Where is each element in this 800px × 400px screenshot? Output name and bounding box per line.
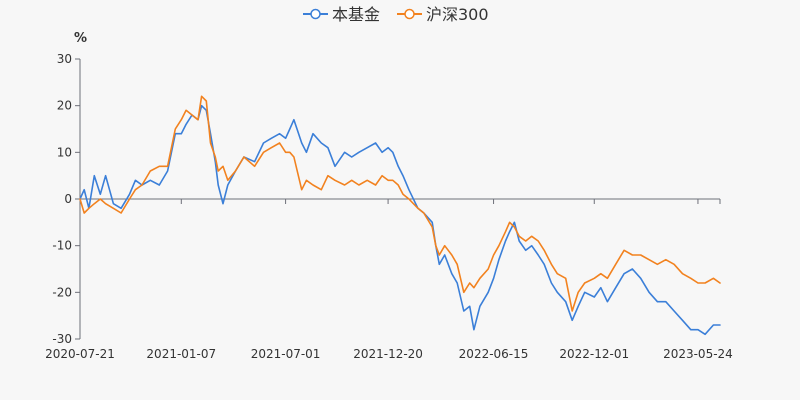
y-tick-label: 10 — [57, 145, 72, 159]
y-axis-unit-label: % — [74, 31, 87, 46]
legend-fund-label: 本基金 — [332, 5, 380, 24]
y-tick-label: 20 — [57, 99, 72, 113]
series-line-fund — [79, 104, 721, 336]
x-tick-label: 2021-07-01 — [251, 347, 321, 361]
x-tick-label: 2020-07-21 — [45, 347, 115, 361]
x-tick-label: 2021-01-07 — [146, 347, 216, 361]
legend-hs300-label: 沪深300 — [426, 5, 489, 24]
y-tick-label: 30 — [57, 52, 72, 66]
legend-item-fund[interactable]: 本基金 — [303, 5, 380, 24]
x-tick-label: 2022-06-15 — [459, 347, 529, 361]
x-tick-label: 2022-12-01 — [559, 347, 629, 361]
y-tick-label: -10 — [52, 239, 72, 253]
series-line-hs300 — [79, 95, 721, 312]
y-tick-label: 0 — [64, 192, 72, 206]
legend-fund-circle-icon — [310, 8, 321, 20]
x-tick-label: 2021-12-20 — [353, 347, 423, 361]
x-axis: 2020-07-21 2021-01-07 2021-07-01 2021-12-20… — [45, 198, 733, 361]
y-tick-label: -30 — [52, 332, 72, 346]
x-tick-label: 2023-05-24 — [663, 347, 733, 361]
y-tick-label: -20 — [52, 285, 72, 299]
y-axis: 30 20 10 0 -10 -20 -30 — [52, 52, 81, 346]
legend[interactable]: 本基金 沪深300 — [303, 5, 489, 24]
plot-area — [79, 95, 721, 336]
legend-hs300-circle-icon — [404, 8, 415, 20]
legend-item-hs300[interactable]: 沪深300 — [397, 5, 489, 24]
